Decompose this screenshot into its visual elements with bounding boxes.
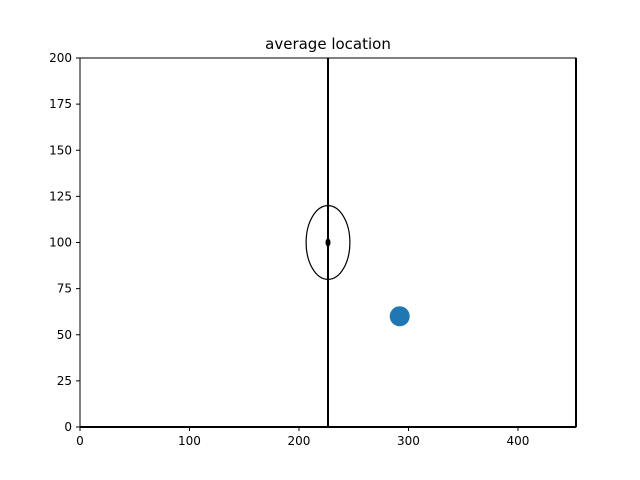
y-tick-label: 200 — [49, 51, 72, 65]
x-tick-label: 0 — [76, 434, 84, 448]
location-ellipse — [305, 205, 351, 281]
y-tick-label: 0 — [64, 420, 72, 434]
chart-title: average location — [265, 35, 391, 53]
center-marker — [325, 238, 331, 247]
y-tick-label: 75 — [57, 282, 72, 296]
x-tick-label: 400 — [507, 434, 530, 448]
y-tick-label: 125 — [49, 189, 72, 203]
y-tick-label: 150 — [49, 143, 72, 157]
y-tick-label: 50 — [57, 328, 72, 342]
scatter-point — [389, 306, 410, 327]
x-tick-label: 100 — [178, 434, 201, 448]
plot-area — [80, 58, 577, 428]
x-tick-label: 200 — [288, 434, 311, 448]
y-tick-label: 25 — [57, 374, 72, 388]
y-tick-label: 175 — [49, 97, 72, 111]
axes: 0 100 200 300 400 0 25 50 75 100 125 150 175 200 — [49, 51, 529, 448]
y-tick-label: 100 — [49, 236, 72, 250]
x-tick-label: 300 — [397, 434, 420, 448]
